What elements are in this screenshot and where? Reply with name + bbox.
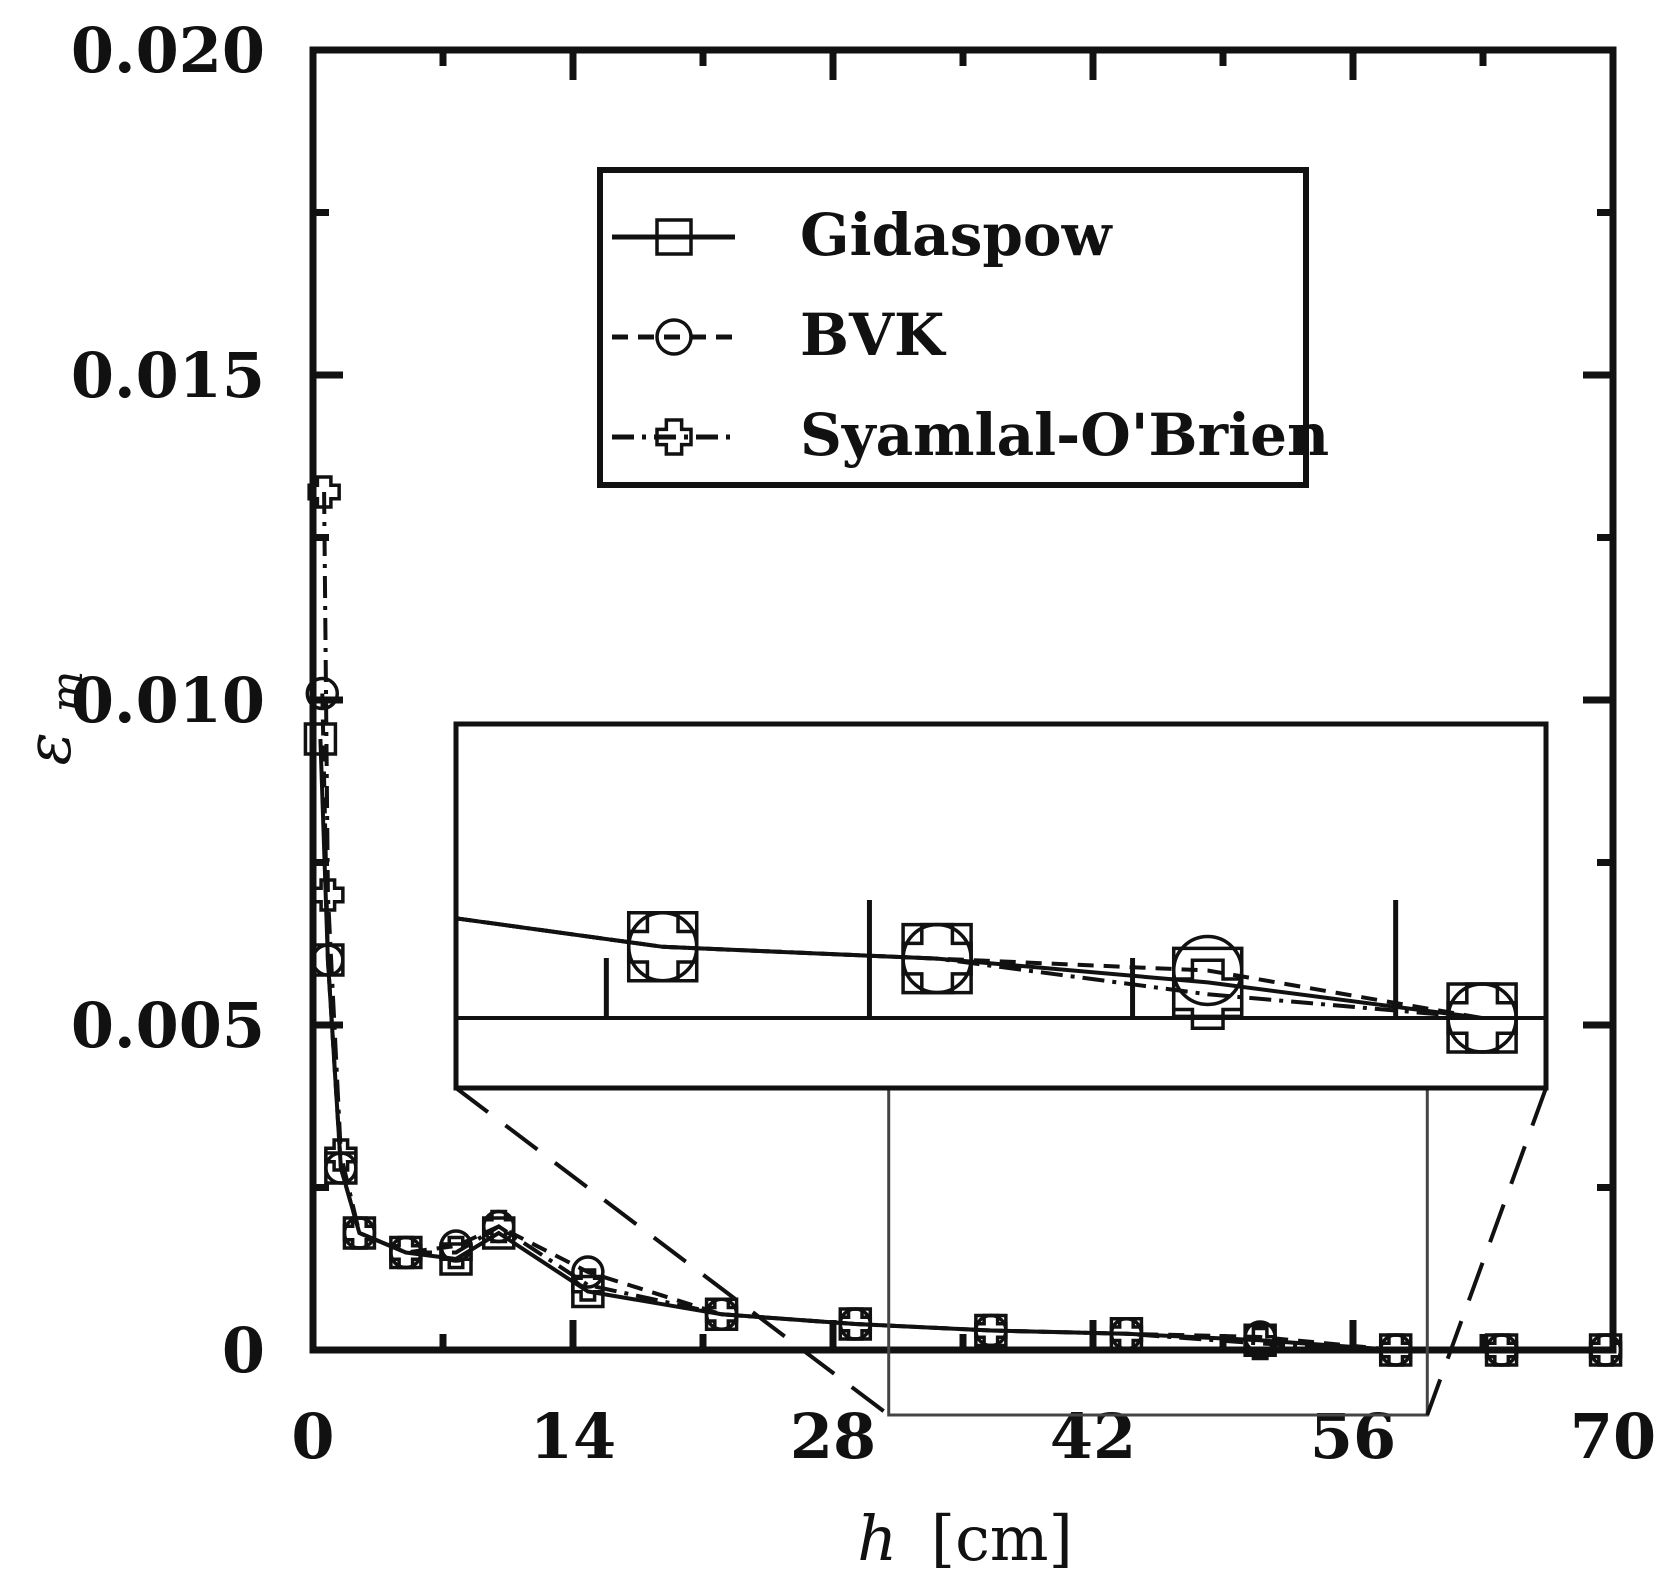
data-point-plus <box>1109 1317 1144 1351</box>
legend-marker-square <box>655 218 693 256</box>
zoom-layer <box>454 1056 1548 1417</box>
x-axis-unit: [cm] <box>931 1502 1073 1575</box>
x-axis-ticks: 0 14 28 42 56 70 <box>291 50 1656 1473</box>
y-tick-label: 0.020 <box>71 14 265 87</box>
legend: Gidaspow BVK Syamlal-O'Brien <box>597 167 1329 488</box>
y-axis-label: ε m <box>12 671 93 766</box>
data-point-circle <box>305 676 340 711</box>
legend-label-gidaspow: Gidaspow <box>800 201 1114 269</box>
series-line-2 <box>322 491 1606 1352</box>
data-point-plus <box>389 1235 423 1270</box>
inset-series-line-1 <box>455 916 1546 1020</box>
legend-marker-plus <box>655 418 693 456</box>
data-point-plus <box>704 1297 739 1331</box>
legend-marker-circle <box>655 318 693 356</box>
x-tick-label: 56 <box>1310 1400 1396 1473</box>
zoom-connector-left <box>454 1086 890 1417</box>
zoom-region-box <box>887 1056 1429 1417</box>
data-point-plus <box>311 878 345 912</box>
data-point-plus <box>571 1268 605 1302</box>
y-tick-label: 0.010 <box>71 664 265 737</box>
legend-label-syamlal-obrien: Syamlal-O'Brien <box>800 401 1329 469</box>
series-line-1 <box>320 693 1606 1352</box>
x-tick-label: 14 <box>530 1400 616 1473</box>
x-axis-label: h [cm] <box>857 1502 1073 1575</box>
data-point-circle <box>571 1255 605 1289</box>
inset-data-point-plus <box>901 922 973 995</box>
inset-data-point-plus <box>1171 958 1244 1030</box>
data-point-plus <box>342 1216 377 1250</box>
data-point-plus <box>324 1138 358 1172</box>
y-axis-subscript: m <box>42 671 93 713</box>
data-point-plus <box>439 1235 473 1270</box>
inset-data-point-circle <box>1171 934 1244 1007</box>
data-point-plus <box>974 1313 1008 1348</box>
x-tick-label: 0 <box>291 1400 334 1473</box>
y-axis-variable: ε <box>12 732 85 765</box>
data-point-square <box>303 722 338 756</box>
legend-box <box>597 167 1309 488</box>
inset-data-point-plus <box>626 911 699 983</box>
data-point-plus <box>1243 1326 1277 1361</box>
data-point-plus <box>838 1307 873 1341</box>
y-tick-label: 0.015 <box>71 339 265 412</box>
data-point-plus <box>481 1209 516 1244</box>
y-tick-label: 0 <box>222 1314 265 1387</box>
inset <box>453 721 1549 1091</box>
data-point-plus <box>1484 1333 1519 1367</box>
y-tick-label: 0.005 <box>71 989 265 1062</box>
data-point-plus <box>1588 1333 1623 1367</box>
data-point-plus <box>307 475 341 509</box>
x-tick-label: 70 <box>1570 1400 1656 1473</box>
x-axis-variable: h <box>857 1502 897 1575</box>
x-tick-label: 42 <box>1050 1400 1136 1473</box>
data-point-circle <box>311 943 345 977</box>
series-layer <box>303 475 1623 1367</box>
inset-frame <box>453 721 1549 1091</box>
data-point-plus <box>1378 1333 1413 1367</box>
y-axis-ticks: 0 0.005 0.010 0.015 0.020 <box>71 14 1613 1387</box>
inset-data-point-plus <box>1446 982 1518 1054</box>
legend-label-bvk: BVK <box>800 301 947 369</box>
x-tick-label: 28 <box>790 1400 876 1473</box>
